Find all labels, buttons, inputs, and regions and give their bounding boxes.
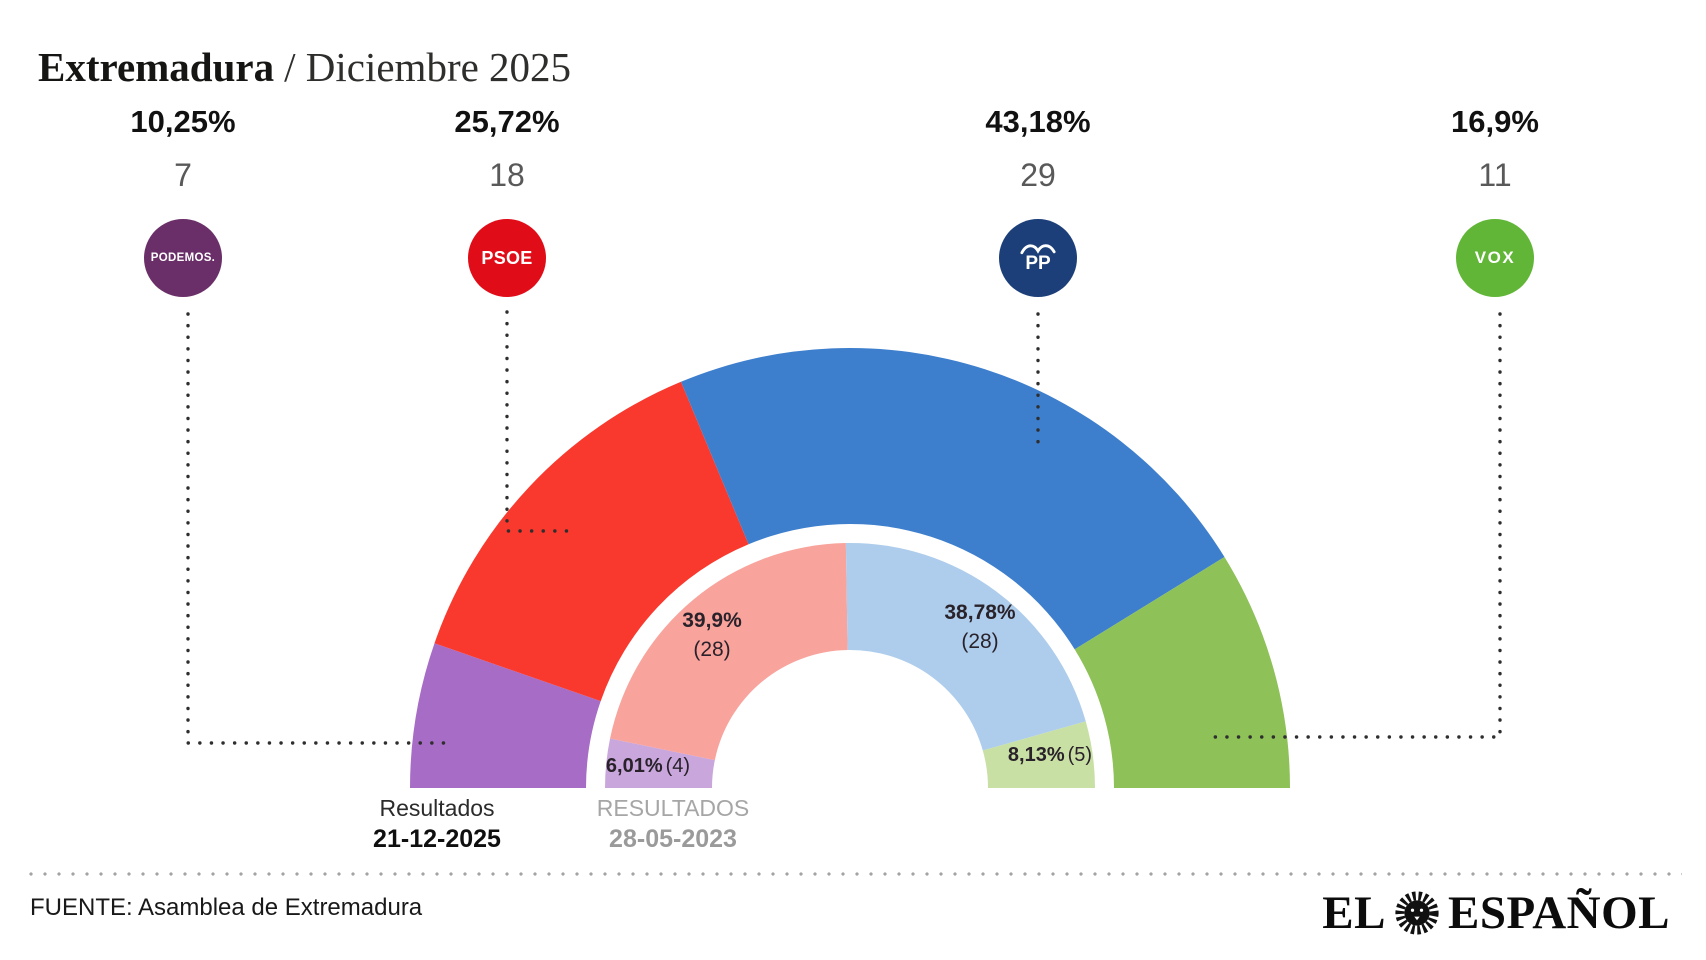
legend-date: 28-05-2023 [609, 825, 737, 854]
inner-label-podemos-2023: 6,01% (4) [606, 755, 690, 778]
source-note: FUENTE: Asamblea de Extremadura [30, 894, 423, 921]
percent-label: 16,9% [1451, 104, 1539, 139]
inner-percent: 39,9% [682, 609, 742, 632]
legend-label: RESULTADOS [596, 795, 750, 821]
vox-logo-icon: VOX [1456, 219, 1534, 297]
seats-label: 29 [1020, 157, 1056, 193]
inner-seats: (28) [961, 630, 999, 654]
psoe-logo-icon: PSOE [468, 219, 546, 297]
leader-line-podemos [186, 312, 451, 745]
percent-label: 10,25% [130, 104, 236, 139]
seats-label: 7 [174, 157, 192, 193]
badge-label: PODEMOS. [150, 252, 216, 264]
badge-label: VOX [1474, 248, 1516, 267]
leader-line-vox [1206, 312, 1502, 739]
party-column-vox: 16,9% 11 VOX [1380, 104, 1610, 297]
inner-percent: 8,13% [1007, 744, 1065, 766]
brand-espanol: ESPAÑOL [1448, 887, 1670, 939]
legend-current-results: Resultados 21-12-2025 [373, 795, 501, 854]
badge-label: PSOE [481, 247, 533, 268]
party-column-psoe: 25,72% 18 PSOE [392, 104, 622, 297]
leader-line-psoe [505, 310, 575, 533]
dotted-separator [24, 872, 1682, 876]
inner-label-pp-2023: 38,78% (28) [944, 598, 1015, 657]
inner-percent: 6,01% [605, 755, 663, 777]
inner-percent: 38,78% [944, 601, 1016, 624]
el-espanol-logo: EL ESPAÑOL [1322, 886, 1670, 940]
brand-el: EL [1322, 887, 1386, 939]
legend-date: 21-12-2025 [373, 825, 501, 854]
inner-seats: (4) [665, 755, 691, 777]
badge-label: PP [1025, 252, 1051, 274]
podemos-logo-icon: PODEMOS. [144, 219, 222, 297]
pp-gull-icon [1020, 243, 1056, 254]
segment-vox-current [1074, 556, 1290, 788]
inner-label-psoe-2023: 39,9% (28) [682, 606, 742, 665]
percent-label: 25,72% [454, 104, 560, 139]
page-title: Extremadura / Diciembre 2025 [38, 43, 571, 92]
title-period: / Diciembre 2025 [284, 44, 572, 91]
title-region: Extremadura [38, 44, 275, 91]
seats-label: 18 [489, 157, 525, 193]
percent-label: 43,18% [985, 104, 1091, 139]
segment-podemos-current [410, 643, 601, 788]
party-column-pp: 43,18% 29 PP [923, 104, 1153, 297]
segment-psoe-previous [610, 543, 848, 761]
segment-psoe-current [434, 381, 749, 702]
inner-seats: (5) [1067, 744, 1093, 766]
legend-label: Resultados [379, 795, 495, 821]
inner-label-vox-2023: 8,13% (5) [1008, 744, 1092, 767]
segment-vox-previous [982, 721, 1095, 788]
party-column-podemos: 10,25% 7 PODEMOS. [68, 104, 298, 297]
segment-pp-previous [845, 543, 1086, 751]
pp-logo-icon: PP [999, 219, 1077, 297]
segment-podemos-previous [605, 738, 715, 788]
inner-seats: (28) [693, 638, 731, 662]
legend-previous-results: RESULTADOS 28-05-2023 [597, 795, 750, 854]
lion-icon [1395, 891, 1439, 935]
seats-label: 11 [1478, 157, 1512, 193]
segment-pp-current [680, 347, 1225, 650]
